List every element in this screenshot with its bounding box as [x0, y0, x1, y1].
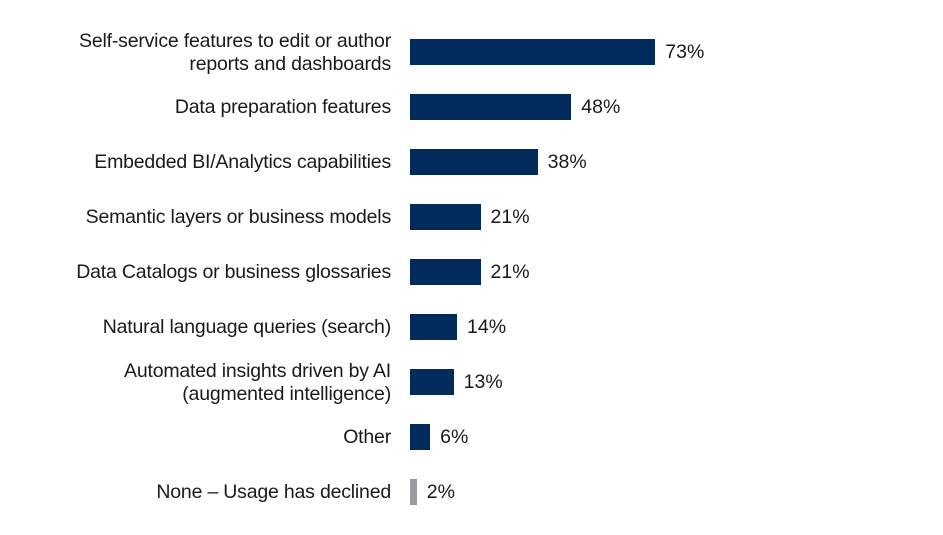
value-label: 48% [581, 96, 621, 118]
bar [410, 259, 481, 285]
category-label-line: Data Catalogs or business glossaries [76, 261, 391, 283]
bar-row: Self-service features to edit or author r… [0, 25, 943, 80]
bar-row: Data Catalogs or business glossaries 21% [0, 245, 943, 300]
category-label: Embedded BI/Analytics capabilities [1, 135, 391, 190]
bar [410, 479, 417, 505]
bar [410, 424, 431, 450]
category-label-line: Semantic layers or business models [85, 206, 392, 228]
bar-row: None – Usage has declined 2% [0, 465, 943, 520]
category-label-line: Natural language queries (search) [102, 316, 391, 338]
category-label: Semantic layers or business models [1, 190, 392, 245]
bar-row: Embedded BI/Analytics capabilities 38% [0, 135, 943, 190]
category-label-line: Self-service features to edit or author [79, 29, 391, 52]
bar-row: Other 6% [0, 410, 943, 465]
bar [410, 94, 572, 120]
category-label-line: Other [343, 426, 391, 448]
value-label: 13% [463, 371, 503, 393]
category-label-line: Automated insights driven by AI [124, 359, 391, 382]
value-label: 2% [426, 481, 455, 503]
bar-row: Data preparation features 48% [0, 80, 943, 135]
category-label-line: Data preparation features [174, 96, 391, 118]
value-label: 38% [547, 151, 587, 173]
category-label: None – Usage has declined [1, 465, 391, 520]
category-label: Automated insights driven by AI (augmente… [1, 355, 391, 410]
category-label: Other [1, 410, 391, 465]
category-label: Data Catalogs or business glossaries [1, 245, 391, 300]
bar [410, 149, 538, 175]
bar [410, 204, 481, 230]
bar [410, 39, 656, 65]
category-label-line: (augmented intelligence) [182, 382, 391, 405]
value-label: 21% [490, 261, 530, 283]
value-label: 14% [467, 316, 507, 338]
category-label: Self-service features to edit or author r… [1, 25, 391, 80]
category-label-line: None – Usage has declined [156, 481, 391, 503]
bar-row: Natural language queries (search) 14% [0, 300, 943, 355]
bar [410, 314, 458, 340]
category-label: Data preparation features [1, 80, 391, 135]
value-label: 21% [490, 206, 530, 228]
category-label: Natural language queries (search) [1, 300, 391, 355]
bar-row: Automated insights driven by AI (augmente… [0, 355, 943, 410]
value-label: 6% [440, 426, 469, 448]
bar-row: Semantic layers or business models 21% [0, 190, 943, 245]
category-label-line: reports and dashboards [189, 52, 391, 75]
category-label-line: Embedded BI/Analytics capabilities [94, 151, 391, 173]
bar [410, 369, 454, 395]
value-label: 73% [665, 41, 705, 63]
